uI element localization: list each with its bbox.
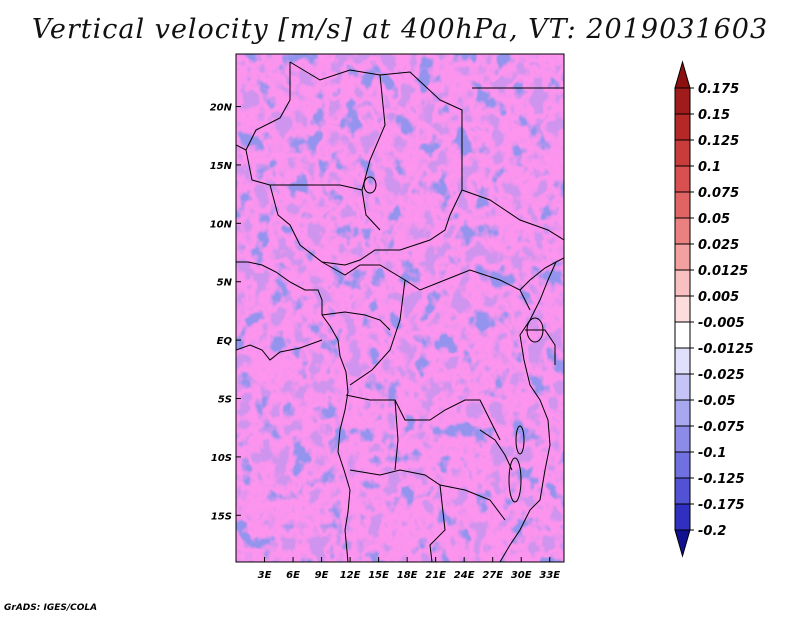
colorbar-swatch <box>674 451 691 479</box>
colorbar-swatch <box>674 217 691 245</box>
colorbar-swatch <box>674 139 691 167</box>
map-frame <box>235 53 565 563</box>
colorbar-label: -0.175 <box>698 498 745 513</box>
colorbar-top-cap <box>674 60 691 89</box>
velocity-field <box>236 54 564 562</box>
lon-tick-label: 15E <box>368 570 389 581</box>
longitude-axis: 3E 6E 9E 12E 15E 18E 21E 24E 27E 30E 33E <box>258 557 560 581</box>
colorbar-label: 0.05 <box>698 212 730 227</box>
colorbar-label: -0.05 <box>698 394 735 409</box>
colorbar-label: -0.1 <box>698 446 726 461</box>
lat-tick-label: 15S <box>211 511 232 522</box>
colorbar-label: 0.075 <box>698 186 739 201</box>
lon-tick-label: 21E <box>425 570 446 581</box>
lakes <box>363 176 544 503</box>
colorbar-label: 0.025 <box>698 238 739 253</box>
latitude-axis: 20N 15N 10N 5N EQ 5S 10S 15S <box>210 103 241 522</box>
colorbar-label: 0.175 <box>698 82 739 97</box>
lat-tick-label: 5N <box>217 278 233 289</box>
map-title: Vertical velocity [m/s] at 400hPa, VT: 2… <box>31 14 769 45</box>
colorbar-swatch <box>674 295 691 323</box>
lat-tick-label: 20N <box>210 103 233 114</box>
lon-tick-label: 12E <box>340 570 361 581</box>
lon-tick-label: 33E <box>539 570 560 581</box>
lat-tick-label: EQ <box>217 336 233 347</box>
lon-tick-label: 27E <box>482 570 503 581</box>
lon-tick-label: 6E <box>286 570 300 581</box>
lat-tick-label: 10N <box>210 219 233 230</box>
colorbar-label: 0.1 <box>698 160 721 175</box>
colorbar-swatch <box>674 373 691 401</box>
colorbar-swatch <box>674 87 691 115</box>
colorbar-swatch <box>674 191 691 219</box>
credit-text: GrADS: IGES/COLA <box>4 603 98 613</box>
lat-tick-label: 5S <box>218 395 232 406</box>
colorbar-swatch <box>674 399 691 427</box>
lon-tick-label: 30E <box>511 570 532 581</box>
colorbar-label: 0.15 <box>698 108 730 123</box>
lon-tick-label: 18E <box>397 570 418 581</box>
lat-tick-label: 15N <box>210 161 233 172</box>
lon-tick-label: 3E <box>258 570 272 581</box>
colorbar-swatch <box>674 503 691 531</box>
colorbar-bottom-cap <box>674 529 691 558</box>
colorbar-label: 0.0125 <box>698 264 748 279</box>
colorbar-label: 0.125 <box>698 134 739 149</box>
colorbar-label: -0.0125 <box>698 342 754 357</box>
lon-tick-label: 24E <box>454 570 475 581</box>
colorbar-label: -0.005 <box>698 316 745 331</box>
colorbar-label: -0.2 <box>698 524 726 539</box>
colorbar-label: -0.025 <box>698 368 745 383</box>
colorbar-swatch <box>674 347 691 375</box>
colorbar: 0.175 0.15 0.125 0.1 0.075 0.05 0.025 0.0125 0.0… <box>674 60 754 558</box>
colorbar-label: -0.075 <box>698 420 745 435</box>
colorbar-swatch <box>674 477 691 505</box>
colorbar-swatch <box>674 113 691 141</box>
colorbar-swatch <box>674 321 691 349</box>
coastlines <box>236 61 564 562</box>
colorbar-swatch <box>674 425 691 453</box>
lon-tick-label: 9E <box>315 570 329 581</box>
lat-tick-label: 10S <box>211 453 232 464</box>
colorbar-swatch <box>674 243 691 271</box>
colorbar-swatch <box>674 165 691 193</box>
colorbar-label: -0.125 <box>698 472 745 487</box>
colorbar-swatch <box>674 269 691 297</box>
colorbar-label: 0.005 <box>698 290 739 305</box>
